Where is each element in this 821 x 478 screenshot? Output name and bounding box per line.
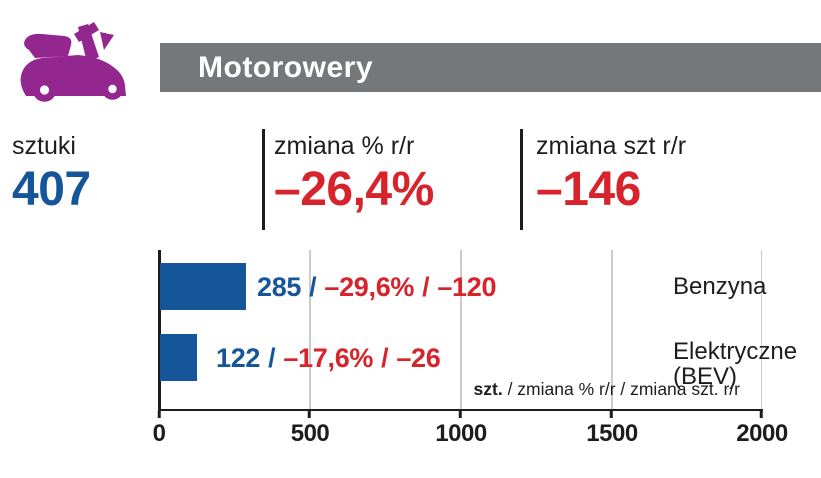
legend-rest: / zmiana % r/r / zmiana szt. r/r bbox=[502, 379, 740, 399]
stat-units: sztuki 407 bbox=[12, 131, 91, 216]
stat-pct-change-label: zmiana % r/r bbox=[274, 132, 415, 160]
scooter-column bbox=[78, 24, 99, 62]
stats-divider bbox=[520, 129, 523, 230]
bar-value-pct: –29,6% bbox=[324, 272, 415, 302]
bar-value-pct: –17,6% bbox=[283, 343, 374, 373]
gridline-2000 bbox=[760, 250, 762, 411]
stat-pct-change: zmiana % r/r –26,4% bbox=[274, 131, 434, 216]
bar-benzyna bbox=[160, 263, 247, 310]
category-label-line: Benzyna bbox=[673, 273, 767, 300]
x-tick-label-1500: 1500 bbox=[586, 420, 638, 447]
section-header: Motorowery bbox=[160, 43, 821, 92]
stats-divider bbox=[262, 129, 265, 230]
stat-units-label: sztuki bbox=[12, 132, 76, 160]
page-title: Motorowery bbox=[198, 50, 374, 84]
stat-pct-change-value: –26,4% bbox=[274, 163, 434, 216]
bar-value-szt: 285 bbox=[257, 272, 302, 302]
bar-elektryczne-bev bbox=[160, 334, 197, 381]
scooter-icon bbox=[20, 22, 127, 102]
category-label-line: Elektryczne bbox=[673, 338, 798, 365]
x-tick-label-2000: 2000 bbox=[736, 420, 788, 447]
bar-value-label-benzyna: 285/–29,6% / –120 bbox=[257, 272, 497, 303]
x-axis-tick bbox=[458, 411, 462, 418]
chart-legend: szt. / zmiana % r/r / zmiana szt. r/r bbox=[474, 379, 740, 400]
separator-slash: / bbox=[381, 343, 389, 373]
separator-slash: / bbox=[268, 343, 276, 373]
category-label-benzyna: Benzyna bbox=[673, 274, 811, 299]
bar-value-label-elektryczne-bev: 122/–17,6% / –26 bbox=[216, 343, 441, 374]
legend-units-term: szt. bbox=[473, 379, 503, 399]
scooter-front-hub bbox=[108, 84, 117, 94]
scooter-seat bbox=[24, 33, 72, 58]
x-axis-tick bbox=[609, 411, 613, 418]
x-axis-tick bbox=[157, 411, 161, 418]
x-tick-label-500: 500 bbox=[290, 420, 330, 447]
gridline-500 bbox=[309, 250, 311, 411]
stat-abs-change-label: zmiana szt r/r bbox=[536, 132, 687, 160]
stat-units-value: 407 bbox=[12, 163, 91, 216]
scooter-mirror bbox=[100, 32, 114, 50]
category-label-elektryczne-bev: Elektryczne (BEV) bbox=[673, 339, 811, 389]
gridline-1500 bbox=[611, 250, 613, 411]
x-axis-tick bbox=[759, 411, 763, 418]
stat-abs-change-value: –146 bbox=[536, 163, 641, 216]
category-label-line: (BEV) bbox=[673, 363, 738, 390]
x-tick-label-1000: 1000 bbox=[435, 420, 487, 447]
bar-value-abs: –120 bbox=[437, 272, 497, 302]
separator-slash: / bbox=[309, 272, 317, 302]
gridline-1000 bbox=[460, 250, 462, 411]
bar-chart-plot-area bbox=[157, 250, 763, 418]
scooter-rear-hub bbox=[39, 85, 50, 95]
bar-value-abs: –26 bbox=[396, 343, 441, 373]
x-axis-line bbox=[158, 408, 763, 411]
x-tick-label-0: 0 bbox=[152, 420, 166, 447]
x-axis-tick bbox=[307, 411, 311, 418]
bar-value-szt: 122 bbox=[216, 343, 261, 373]
y-axis-line bbox=[158, 250, 161, 411]
stat-abs-change: zmiana szt r/r –146 bbox=[536, 131, 686, 216]
separator-slash: / bbox=[422, 272, 430, 302]
